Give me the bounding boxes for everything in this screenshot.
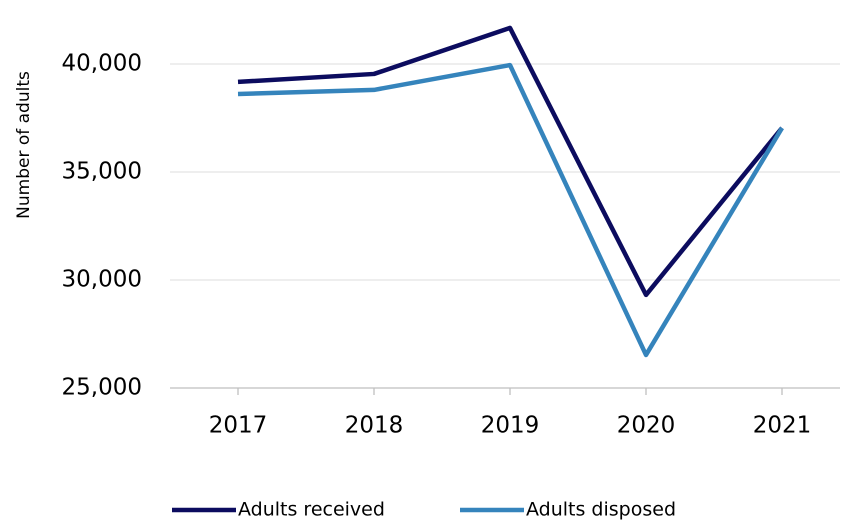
x-tick-label: 2020 <box>617 413 676 439</box>
x-tick-label: 2021 <box>753 413 812 439</box>
y-tick-label: 25,000 <box>62 375 142 401</box>
y-tick-label: 35,000 <box>62 159 142 185</box>
x-tick-label: 2019 <box>481 413 540 439</box>
legend-label: Adults received <box>238 499 385 521</box>
series-line <box>237 25 784 298</box>
y-tick-label: 30,000 <box>62 267 142 293</box>
series-line <box>237 62 784 358</box>
y-axis-title: Number of adults <box>14 71 34 219</box>
legend-label: Adults disposed <box>526 499 676 521</box>
y-tick-label: 40,000 <box>62 51 142 77</box>
x-tick-label: 2018 <box>345 413 404 439</box>
x-tick-label: 2017 <box>209 413 268 439</box>
